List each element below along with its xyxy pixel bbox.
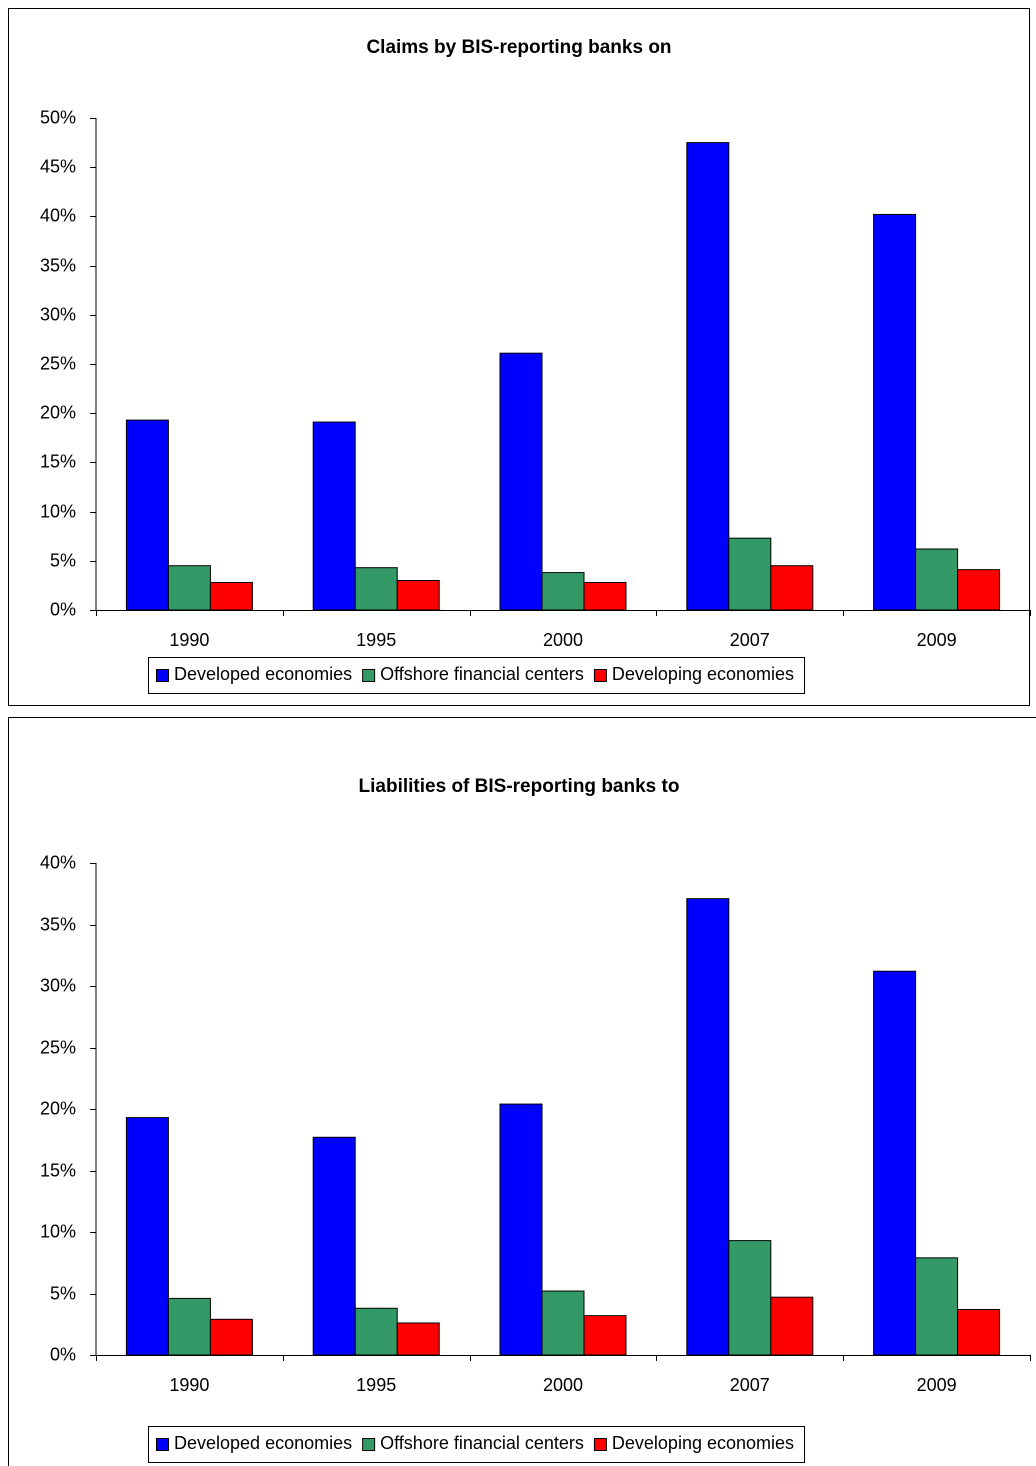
x-tick-label: 2009 <box>917 630 957 650</box>
y-tick-label: 40% <box>40 205 76 225</box>
chart-frame <box>8 8 1030 706</box>
x-tick-label: 2007 <box>730 1375 770 1395</box>
chart-title: Liabilities of BIS-reporting banks to <box>359 776 680 797</box>
x-tick-label: 1990 <box>169 1375 209 1395</box>
y-tick-label: 0% <box>50 599 76 619</box>
bar <box>354 1307 398 1356</box>
y-tick-label: 15% <box>40 451 76 471</box>
legend-label: Offshore financial centers <box>380 1433 584 1453</box>
y-tick-label: 10% <box>40 1221 76 1241</box>
bar <box>915 548 959 611</box>
legend-swatch <box>156 1438 169 1451</box>
legend-swatch <box>362 1438 376 1451</box>
bar <box>312 1136 356 1356</box>
legend-swatch <box>593 669 607 682</box>
y-tick-label: 15% <box>40 1160 76 1180</box>
x-tick-label: 2000 <box>543 630 583 650</box>
x-tick-label: 2009 <box>917 1375 957 1395</box>
bar <box>728 537 772 611</box>
bar <box>396 579 440 611</box>
bar <box>396 1322 440 1356</box>
x-tick-label: 2000 <box>543 1375 583 1395</box>
legend-box <box>148 1426 806 1463</box>
legend-label: Developed economies <box>174 1433 352 1453</box>
y-tick-label: 0% <box>50 1344 76 1364</box>
y-tick-label: 10% <box>40 501 76 521</box>
bar <box>583 581 627 611</box>
y-tick-label: 20% <box>40 1098 76 1118</box>
bar <box>957 569 1001 611</box>
y-tick-label: 30% <box>40 975 76 995</box>
legend-swatch <box>362 669 376 682</box>
y-tick-label: 30% <box>40 304 76 324</box>
bar <box>728 1240 772 1356</box>
bar <box>167 1297 211 1356</box>
bar <box>125 419 169 611</box>
y-tick-label: 35% <box>40 255 76 275</box>
bar <box>312 421 356 611</box>
bar <box>499 1103 543 1356</box>
legend-label: Developed economies <box>174 664 352 684</box>
legend-label: Developing economies <box>612 1433 794 1453</box>
y-tick-label: 25% <box>40 353 76 373</box>
y-tick-label: 35% <box>40 914 76 934</box>
bar <box>541 1290 585 1356</box>
chart-title: Claims by BIS-reporting banks on <box>366 37 671 58</box>
bar <box>686 142 730 611</box>
bar <box>873 213 917 611</box>
bar <box>915 1257 959 1356</box>
bar <box>354 567 398 611</box>
bar <box>583 1315 627 1356</box>
bar <box>770 1296 814 1356</box>
bar <box>209 1318 253 1356</box>
y-tick-label: 25% <box>40 1037 76 1057</box>
bar <box>541 572 585 611</box>
bar <box>125 1117 169 1356</box>
bar <box>167 565 211 611</box>
x-tick-label: 2007 <box>730 630 770 650</box>
bar <box>686 898 730 1356</box>
y-tick-label: 50% <box>40 107 76 127</box>
chart-frame <box>8 717 1036 1466</box>
legend-swatch <box>593 1438 607 1451</box>
legend-label: Developing economies <box>612 664 794 684</box>
x-tick-label: 1990 <box>169 630 209 650</box>
legend-box <box>148 657 806 694</box>
y-tick-label: 20% <box>40 402 76 422</box>
y-tick-label: 45% <box>40 156 76 176</box>
x-tick-label: 1995 <box>356 1375 396 1395</box>
bar <box>499 352 543 611</box>
y-tick-label: 5% <box>50 550 76 570</box>
y-tick-label: 5% <box>50 1283 76 1303</box>
bar <box>770 565 814 611</box>
legend-label: Offshore financial centers <box>380 664 584 684</box>
bar <box>957 1308 1001 1356</box>
bar <box>209 581 253 611</box>
bar <box>873 970 917 1356</box>
y-tick-label: 40% <box>40 852 76 872</box>
legend-swatch <box>156 669 169 682</box>
x-tick-label: 1995 <box>356 630 396 650</box>
